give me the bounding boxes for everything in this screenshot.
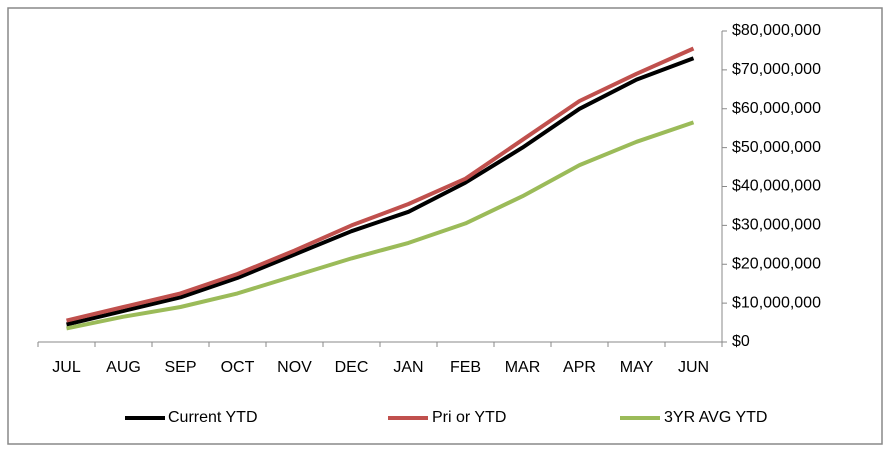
y-tick-label: $0 <box>732 333 750 350</box>
series-line <box>66 46 695 323</box>
x-tick-label: NOV <box>277 359 312 376</box>
chart-frame <box>7 7 883 445</box>
y-tick-label: $60,000,000 <box>732 100 821 117</box>
x-tick-label: MAR <box>505 359 541 376</box>
y-tick-label: $80,000,000 <box>732 22 821 39</box>
x-tick-label: AUG <box>106 359 141 376</box>
x-tick-label: JUN <box>678 359 709 376</box>
x-tick-label: FEB <box>450 359 481 376</box>
x-tick-label: JAN <box>393 359 423 376</box>
x-tick-label: JUL <box>52 359 81 376</box>
y-tick-label: $40,000,000 <box>732 178 821 195</box>
y-tick-label: $50,000,000 <box>732 139 821 156</box>
legend-label: 3YR AVG YTD <box>664 409 767 426</box>
y-tick-label: $70,000,000 <box>732 61 821 78</box>
y-tick-label: $30,000,000 <box>732 217 821 234</box>
x-tick-label: DEC <box>335 359 369 376</box>
series-line <box>66 120 695 331</box>
legend-label: Pri or YTD <box>432 409 506 426</box>
x-tick-label: SEP <box>164 359 196 376</box>
y-tick-label: $20,000,000 <box>732 255 821 272</box>
series-line <box>66 56 695 327</box>
x-tick-label: OCT <box>221 359 255 376</box>
legend-label: Current YTD <box>168 409 258 426</box>
x-tick-label: MAY <box>620 359 654 376</box>
y-tick-label: $10,000,000 <box>732 294 821 311</box>
x-tick-label: APR <box>563 359 596 376</box>
